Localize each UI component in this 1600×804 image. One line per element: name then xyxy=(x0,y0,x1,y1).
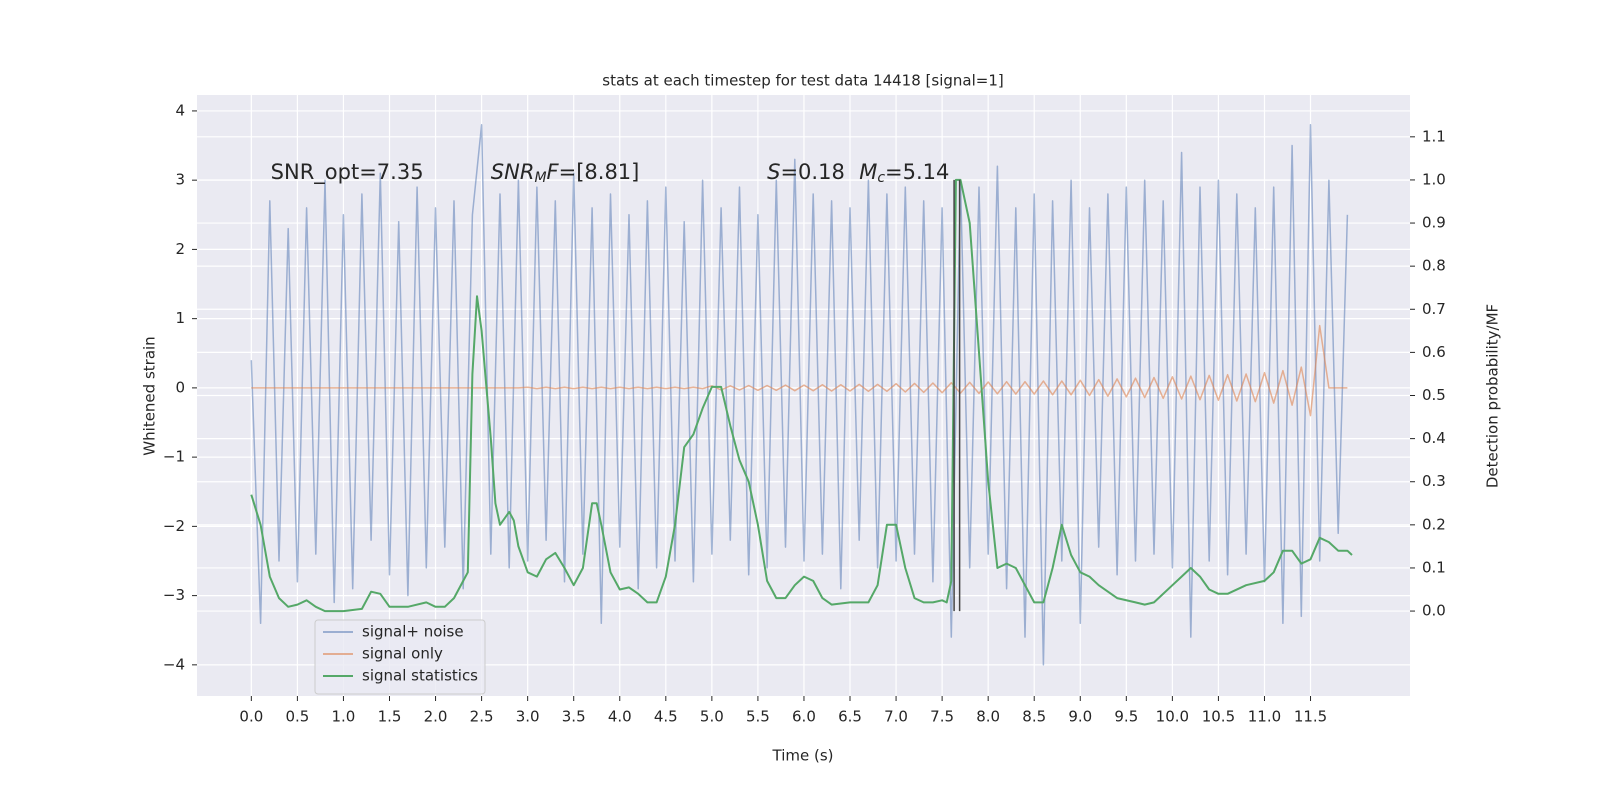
annotation-part: M xyxy=(534,170,546,186)
x-tick-label: 4.0 xyxy=(608,708,632,726)
x-tick-label: 6.5 xyxy=(838,708,862,726)
x-tick-label: 4.5 xyxy=(654,708,678,726)
y-tick-label: 2 xyxy=(175,240,185,258)
x-tick-label: 1.5 xyxy=(378,708,402,726)
x-tick-label: 2.0 xyxy=(424,708,448,726)
y2-tick-label: 0.4 xyxy=(1422,429,1446,447)
data-layer xyxy=(250,124,1353,666)
annotation-part: =[8.81] xyxy=(559,160,640,184)
x-tick-label: 9.5 xyxy=(1114,708,1138,726)
y2-tick-label: 0.3 xyxy=(1422,472,1446,490)
y-tick-label: −1 xyxy=(163,448,185,466)
y2-tick-label: 0.6 xyxy=(1422,343,1446,361)
legend: signal+ noise signal only signal statistic… xyxy=(314,619,486,695)
x-axis-label: Time (s) xyxy=(772,747,834,765)
y2-tick-label: 0.9 xyxy=(1422,214,1446,232)
legend-label: signal only xyxy=(362,645,443,663)
chart-title: stats at each timestep for test data 144… xyxy=(602,72,1003,90)
x-tick-label: 8.0 xyxy=(976,708,1000,726)
annotation: S=0.18 xyxy=(767,160,845,184)
x-tick-label: 1.0 xyxy=(332,708,356,726)
y2-tick-label: 0.1 xyxy=(1422,558,1446,576)
annotation-part: S xyxy=(767,160,780,184)
annotation-part: =5.14 xyxy=(885,160,949,184)
annotation-part: F xyxy=(547,160,560,184)
y2-tick-label: 0.5 xyxy=(1422,386,1446,404)
annotation-part: SNR_opt=7.35 xyxy=(271,160,424,185)
annotation: SNRMF=[8.81] xyxy=(491,160,640,186)
annotation-part: =0.18 xyxy=(780,160,844,184)
y2-tick-label: 0.8 xyxy=(1422,257,1446,275)
x-tick-label: 7.5 xyxy=(930,708,954,726)
series-line xyxy=(250,124,1349,666)
x-tick-label: 3.0 xyxy=(516,708,540,726)
annotation-part: c xyxy=(877,170,885,186)
x-tick-label: 11.5 xyxy=(1294,708,1327,726)
x-tick-label: 6.0 xyxy=(792,708,816,726)
y-tick-label: 1 xyxy=(175,309,185,327)
x-tick-label: 3.5 xyxy=(562,708,586,726)
x-tick-label: 8.5 xyxy=(1022,708,1046,726)
x-tick-label: 2.5 xyxy=(470,708,494,726)
x-tick-label: 0.0 xyxy=(239,708,263,726)
x-tick-label: 11.0 xyxy=(1248,708,1281,726)
y2-axis-label: Detection probability/MF xyxy=(1484,304,1502,488)
x-tick-label: 10.5 xyxy=(1202,708,1235,726)
y2-tick-label: 1.0 xyxy=(1422,170,1446,188)
y2-tick-label: 1.1 xyxy=(1422,127,1446,145)
annotation-part: SNR xyxy=(491,160,535,184)
x-tick-label: 5.5 xyxy=(746,708,770,726)
annotation: Mc=5.14 xyxy=(859,160,949,186)
legend-box xyxy=(314,619,486,695)
y-tick-label: 3 xyxy=(175,171,185,189)
annotation-part: M xyxy=(859,160,877,184)
y2-tick-label: 0.7 xyxy=(1422,300,1446,318)
y-tick-label: −2 xyxy=(163,517,185,535)
series-line xyxy=(251,324,1348,417)
y2-tick-label: 0.0 xyxy=(1422,602,1446,620)
y-tick-label: 0 xyxy=(175,378,185,396)
y-tick-label: −3 xyxy=(163,586,185,604)
y-tick-label: −4 xyxy=(163,655,185,673)
x-tick-label: 7.0 xyxy=(884,708,908,726)
annotation: SNR_opt=7.35 xyxy=(271,160,424,185)
series-line xyxy=(250,178,1353,613)
y2-tick-label: 0.2 xyxy=(1422,515,1446,533)
x-tick-label: 0.5 xyxy=(285,708,309,726)
x-tick-label: 10.0 xyxy=(1156,708,1189,726)
legend-label: signal statistics xyxy=(362,667,478,685)
legend-label: signal+ noise xyxy=(362,623,464,641)
y-axis-label: Whitened strain xyxy=(141,336,159,455)
x-tick-label: 5.0 xyxy=(700,708,724,726)
y-tick-label: 4 xyxy=(175,101,185,119)
x-tick-label: 9.0 xyxy=(1068,708,1092,726)
